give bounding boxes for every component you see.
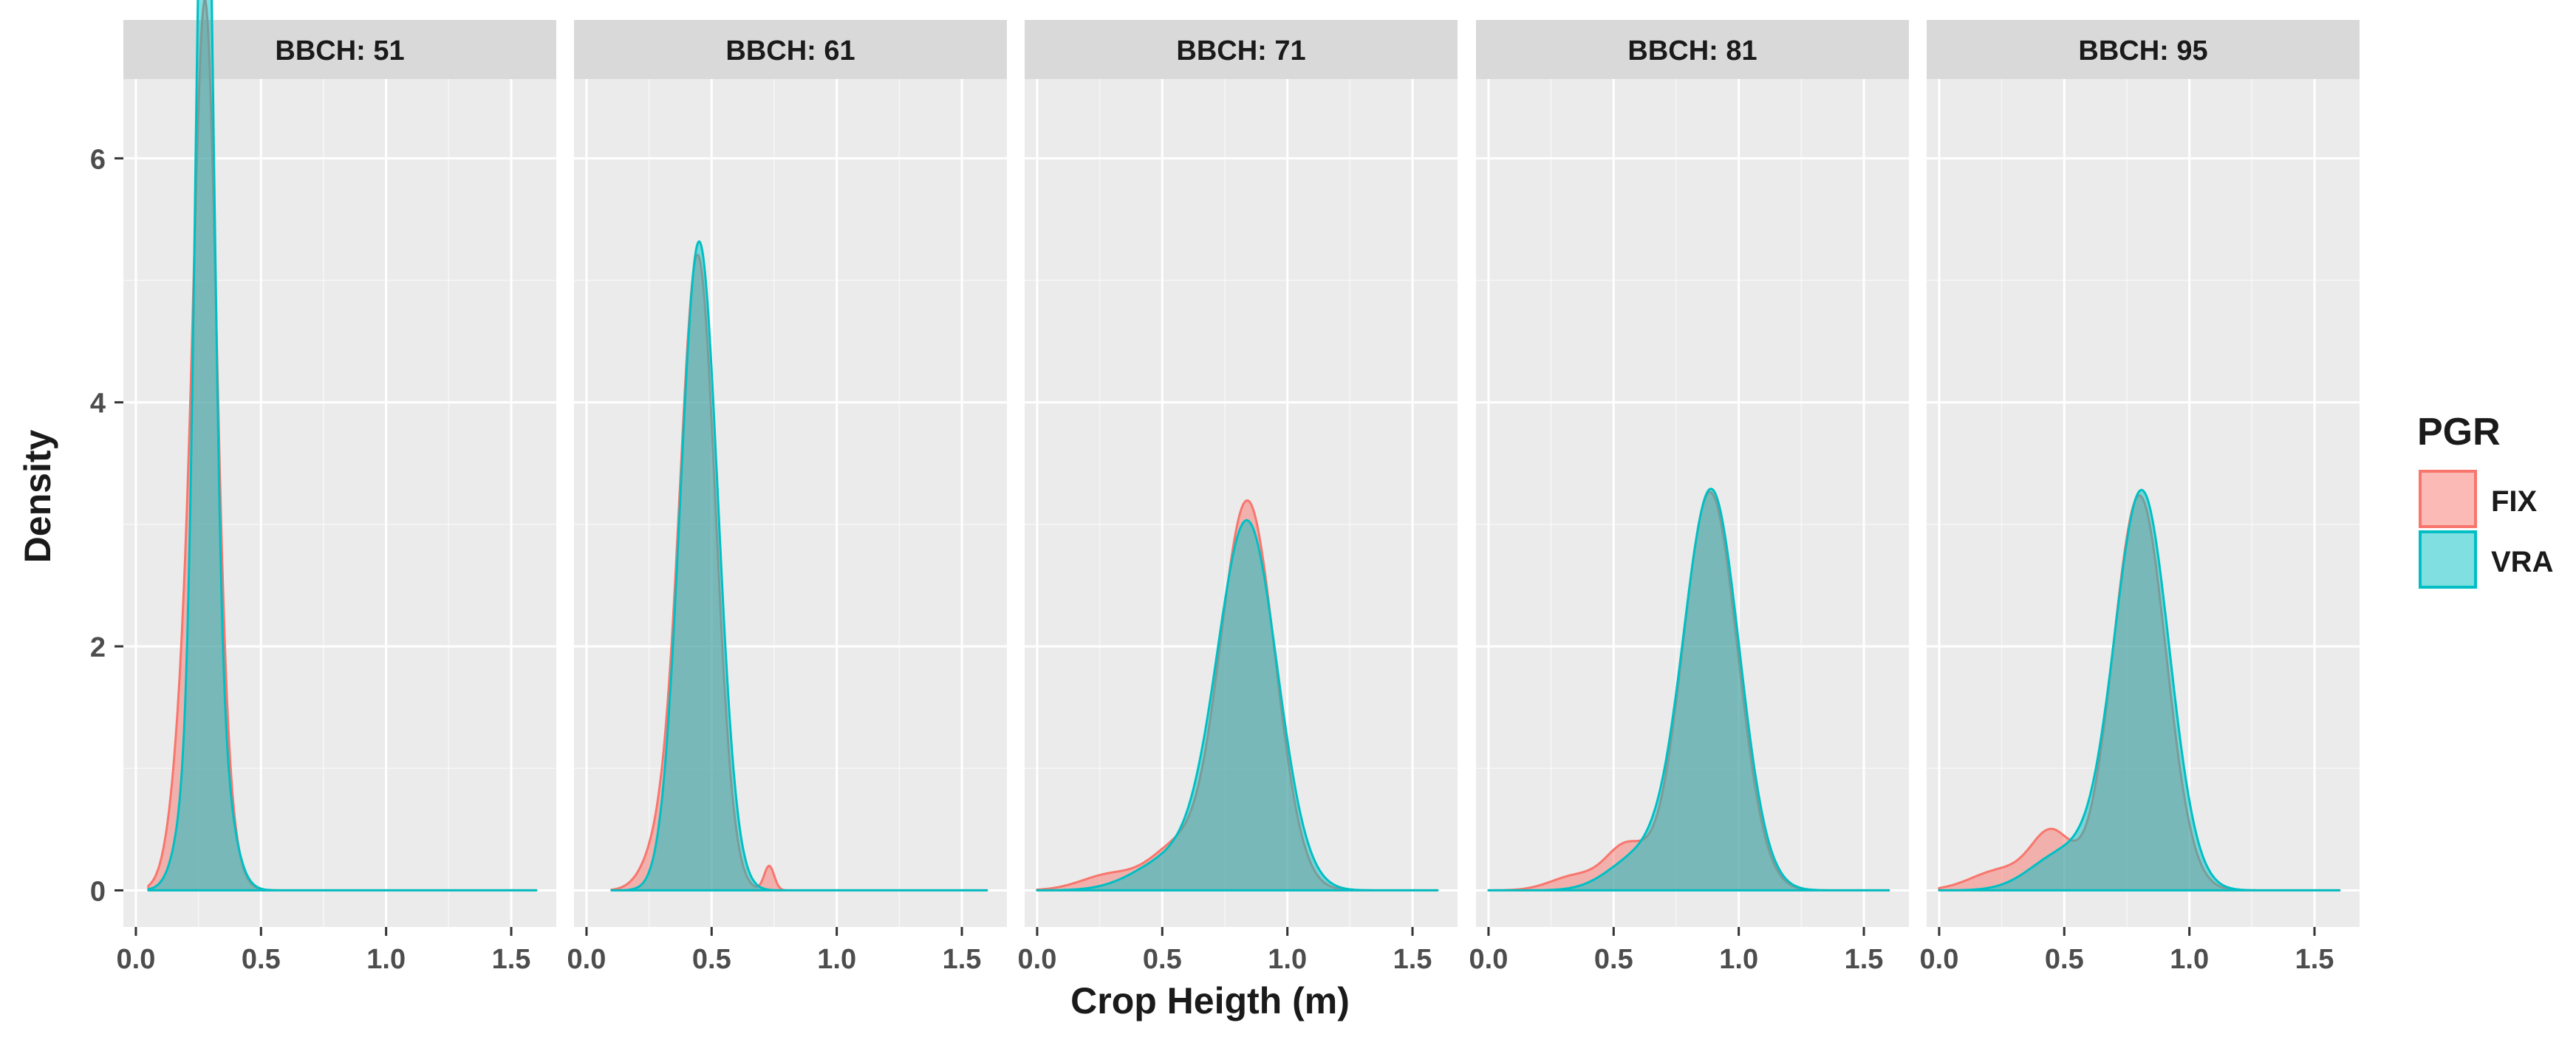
x-tick-label: 1.0 (1268, 944, 1307, 975)
x-tick-label: 0.0 (1920, 944, 1959, 975)
y-tick-label: 4 (90, 389, 106, 420)
legend-key-fix (2419, 470, 2477, 528)
facet-strip-label: BBCH: 81 (1627, 35, 1757, 66)
x-tick-label: 0.5 (1143, 944, 1182, 975)
y-tick-label: 6 (90, 144, 106, 175)
x-tick-label: 0.5 (1594, 944, 1633, 975)
density-area-vra (1036, 519, 1439, 892)
x-tick-label: 1.5 (943, 944, 982, 975)
x-tick-label: 1.5 (1845, 944, 1884, 975)
x-tick-label: 0.5 (692, 944, 731, 975)
legend-label-fix: FIX (2491, 485, 2538, 518)
x-tick-label: 0.5 (242, 944, 281, 975)
density-area-vra (1938, 488, 2341, 892)
legend-label-vra: VRA (2491, 546, 2553, 578)
facet-panel: BBCH: 81 0.0 0.5 1.0 1.5 (1469, 20, 1909, 975)
x-tick-label: 0.5 (2045, 944, 2084, 975)
x-tick-label: 1.0 (2170, 944, 2209, 975)
x-tick-label: 1.0 (817, 944, 856, 975)
x-tick-label: 0.0 (1018, 944, 1057, 975)
legend-title: PGR (2417, 411, 2501, 454)
panel-background (574, 79, 1007, 927)
y-axis: 0 2 4 6 (90, 144, 123, 907)
facet-strip (1025, 20, 1458, 79)
x-tick-label: 1.5 (1393, 944, 1432, 975)
y-axis-title: Density (17, 430, 58, 564)
y-tick-label: 2 (90, 632, 106, 663)
x-tick-label: 1.0 (1719, 944, 1758, 975)
facet-panel: BBCH: 61 0.0 0.5 1.0 1.5 (567, 20, 1007, 975)
density-area-vra (1487, 487, 1890, 892)
facet-strip (1476, 20, 1909, 79)
y-tick-label: 0 (90, 876, 106, 907)
x-tick-label: 1.5 (492, 944, 531, 975)
facet-strip (1927, 20, 2360, 79)
panels-layer: BBCH: 51 0.0 0.5 1.0 1.5 BBCH: 61 0.0 0.5 1.0 1.5… (117, 0, 2360, 975)
facet-strip (123, 20, 556, 79)
facet-panel: BBCH: 95 0.0 0.5 1.0 1.5 (1920, 20, 2360, 975)
legend: PGR FIX VRA (2417, 411, 2553, 589)
x-tick-label: 1.5 (2295, 944, 2334, 975)
density-area-vra (610, 240, 988, 892)
facet-strip-label: BBCH: 95 (2078, 35, 2207, 66)
x-tick-label: 0.0 (567, 944, 607, 975)
legend-key-vra (2419, 530, 2477, 589)
x-tick-label: 0.0 (117, 944, 156, 975)
x-axis-title: Crop Heigth (m) (1070, 980, 1350, 1022)
x-tick-label: 0.0 (1469, 944, 1509, 975)
x-tick-label: 1.0 (366, 944, 406, 975)
facet-strip-label: BBCH: 71 (1176, 35, 1305, 66)
density-area-vra (147, 0, 538, 892)
facet-strip-label: BBCH: 51 (275, 35, 404, 66)
facet-strip (574, 20, 1007, 79)
facet-panel: BBCH: 71 0.0 0.5 1.0 1.5 (1018, 20, 1458, 975)
facet-panel: BBCH: 51 0.0 0.5 1.0 1.5 (117, 0, 556, 975)
facet-strip-label: BBCH: 61 (725, 35, 855, 66)
